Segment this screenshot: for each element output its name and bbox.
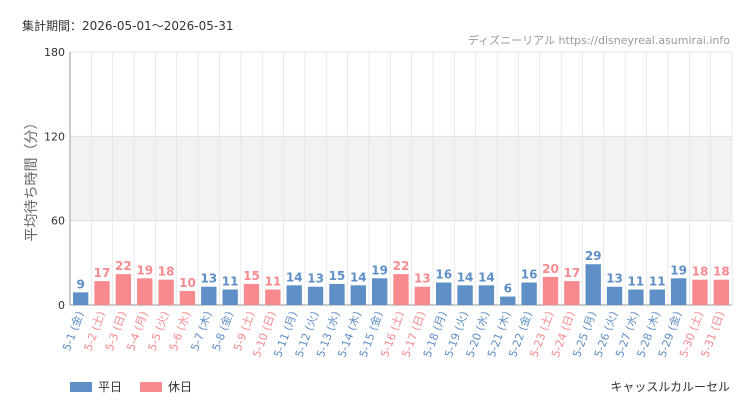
legend-weekday: 平日 (70, 378, 122, 395)
bar (393, 274, 409, 305)
bar-value-label: 22 (393, 259, 410, 273)
legend-holiday: 休日 (140, 378, 192, 395)
bar (286, 285, 302, 305)
grid-band (70, 136, 732, 221)
bar-value-label: 19 (371, 263, 388, 277)
y-tick-label: 60 (51, 215, 65, 228)
bar (414, 286, 431, 305)
bar (628, 289, 644, 305)
bar (72, 292, 89, 305)
bar-value-label: 6 (504, 282, 512, 296)
site-credit: ディズニーリアル https://disneyreal.asumirai.inf… (467, 34, 730, 47)
y-tick-label: 120 (44, 130, 65, 143)
bar (436, 282, 452, 305)
legend-holiday-swatch (140, 381, 163, 392)
bar-value-label: 15 (329, 269, 346, 283)
bar-value-label: 19 (670, 263, 687, 277)
bar (478, 285, 495, 305)
bar-value-label: 13 (307, 272, 324, 286)
bar-value-label: 10 (179, 276, 196, 290)
bar (94, 281, 110, 305)
y-tick-label: 0 (58, 299, 65, 312)
bar (500, 296, 516, 305)
bar-value-label: 13 (200, 272, 217, 286)
bar-value-label: 11 (649, 275, 666, 289)
legend: 平日 休日 (70, 378, 192, 395)
bar (564, 281, 580, 305)
bar (329, 283, 345, 305)
bar (371, 278, 388, 305)
legend-weekday-swatch (70, 381, 92, 392)
bar-value-label: 9 (76, 277, 84, 291)
bar-value-label: 19 (136, 263, 153, 277)
bar-value-label: 17 (563, 266, 580, 280)
legend-holiday-label: 休日 (168, 380, 193, 394)
bar-value-label: 11 (628, 275, 645, 289)
bar (713, 279, 730, 305)
bar-value-label: 16 (521, 268, 538, 282)
bar-value-label: 16 (435, 268, 452, 282)
bar (670, 278, 687, 305)
bar-value-label: 18 (158, 265, 175, 279)
bar (265, 289, 281, 305)
y-axis-title: 平均待ち時間（分） (24, 116, 40, 242)
bar-value-label: 22 (115, 259, 132, 273)
bar (222, 289, 238, 305)
bar-value-label: 20 (542, 262, 559, 276)
bar-value-label: 14 (350, 270, 367, 284)
bar-value-label: 11 (222, 275, 239, 289)
bar-value-label: 14 (478, 270, 495, 284)
bar (649, 289, 665, 305)
bar-value-label: 18 (692, 265, 709, 279)
bar (115, 274, 132, 305)
bar (158, 279, 174, 305)
bar (521, 282, 537, 305)
bar-value-label: 15 (243, 269, 260, 283)
bar-value-label: 29 (585, 249, 602, 263)
bar (542, 276, 559, 305)
y-tick-label: 180 (44, 46, 65, 59)
bar (179, 290, 196, 305)
legend-weekday-label: 平日 (98, 380, 123, 394)
bar-value-label: 14 (286, 270, 303, 284)
bar (585, 264, 601, 305)
bar (692, 279, 708, 305)
bar (350, 285, 366, 305)
bar-value-label: 18 (713, 265, 730, 279)
bar (137, 278, 153, 305)
bar (307, 286, 324, 305)
bar-value-label: 13 (414, 272, 431, 286)
bar (243, 283, 260, 305)
bar-value-label: 17 (94, 266, 111, 280)
bar (457, 285, 473, 305)
period-label: 集計期間：2026-05-01～2026-05-31 (22, 19, 234, 33)
bar-value-label: 11 (265, 275, 282, 289)
bar-value-label: 13 (606, 272, 623, 286)
bar (201, 286, 217, 305)
bar (606, 286, 623, 305)
bar-value-label: 14 (457, 270, 474, 284)
attraction-name: キャッスルカルーセル (610, 380, 730, 394)
